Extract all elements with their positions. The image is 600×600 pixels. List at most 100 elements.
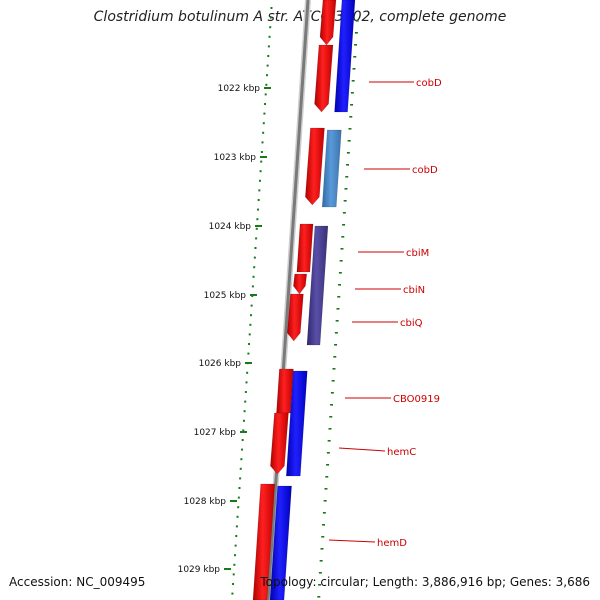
gc-dot xyxy=(258,179,261,182)
scale-tick xyxy=(245,362,252,364)
gc-dot xyxy=(265,74,268,77)
gc-dash xyxy=(334,344,338,346)
feature-block xyxy=(306,225,329,346)
gc-dash xyxy=(323,500,327,502)
gc-dash xyxy=(330,392,334,394)
gc-dash xyxy=(321,536,325,538)
gc-dot xyxy=(241,439,244,441)
gc-dot xyxy=(233,563,236,566)
gc-dot xyxy=(248,343,251,345)
gc-dash xyxy=(340,248,344,250)
gc-dash xyxy=(335,320,339,322)
gc-dash xyxy=(332,368,336,370)
gc-dot xyxy=(244,400,247,403)
gc-dot xyxy=(239,477,242,480)
gc-dot xyxy=(256,218,259,221)
gc-dash xyxy=(339,260,343,262)
gc-dash xyxy=(348,128,352,130)
gc-dot xyxy=(269,26,272,29)
gc-dash xyxy=(333,356,337,358)
gc-dash xyxy=(344,188,348,190)
scale-tick xyxy=(260,156,267,158)
gc-dash xyxy=(346,152,350,154)
gc-dash xyxy=(320,548,324,550)
feature-block xyxy=(314,44,334,113)
gc-dot xyxy=(239,467,242,470)
feature-block xyxy=(252,483,276,600)
topology-info: Topology: circular; Length: 3,886,916 bp… xyxy=(260,575,590,589)
gc-dash xyxy=(349,116,353,118)
gc-dash xyxy=(343,200,347,202)
feature-block xyxy=(319,0,337,46)
gc-dash xyxy=(330,404,334,406)
gc-dot xyxy=(262,122,265,125)
gc-dot xyxy=(269,16,272,19)
gc-dot xyxy=(245,381,248,384)
gene-label: hemC xyxy=(387,447,416,458)
gc-dot xyxy=(263,112,266,115)
gc-dot xyxy=(259,170,262,173)
gc-dash xyxy=(318,584,322,586)
gc-dash xyxy=(326,452,330,454)
gc-dot xyxy=(264,93,267,96)
scale-tick xyxy=(230,500,237,502)
gc-dot xyxy=(261,141,264,144)
gc-dot xyxy=(257,208,260,211)
gc-dot xyxy=(255,227,258,230)
scale-tick-label: 1024 kbp xyxy=(209,222,252,232)
gc-dot xyxy=(248,333,251,336)
gc-dash xyxy=(342,224,346,226)
feature-tracks xyxy=(252,0,356,600)
scale-tick-label: 1026 kbp xyxy=(199,359,242,369)
feature-block xyxy=(293,273,308,295)
gc-dot xyxy=(268,35,271,38)
scale-tick xyxy=(255,225,262,227)
gc-dot xyxy=(231,592,234,595)
gc-dash xyxy=(350,104,354,106)
gc-dot xyxy=(264,103,267,105)
gc-dash xyxy=(319,560,323,562)
gene-label-leader xyxy=(328,539,376,543)
gc-dash xyxy=(346,164,350,166)
gc-dash xyxy=(322,524,326,526)
gc-dot xyxy=(235,525,238,528)
gc-dot xyxy=(252,275,255,278)
gc-dot xyxy=(251,285,254,288)
gc-dot xyxy=(260,160,263,163)
gene-label: cbiQ xyxy=(400,318,423,329)
scale-tick xyxy=(264,87,271,89)
gc-dot xyxy=(237,496,240,499)
feature-block xyxy=(270,412,289,475)
gc-dash xyxy=(351,80,355,82)
gc-dot xyxy=(253,266,256,269)
gc-dash xyxy=(338,272,342,274)
gc-dot xyxy=(247,352,250,355)
gene-label: hemD xyxy=(377,538,407,549)
gc-dot xyxy=(254,247,257,249)
gc-dot xyxy=(232,583,235,585)
gc-dot xyxy=(244,391,247,393)
gc-dash xyxy=(325,476,329,478)
gc-content-track xyxy=(231,7,359,598)
gc-dash xyxy=(318,572,322,574)
gc-dot xyxy=(266,64,269,67)
gene-labels: cobD cobD cbiM cbiN cbiQ CBO0919 hemC hemD xyxy=(328,78,442,549)
scale-tick-label: 1028 kbp xyxy=(184,497,227,507)
gc-dash xyxy=(329,416,333,418)
gc-dot xyxy=(253,256,256,259)
feature-block xyxy=(296,223,314,273)
gc-dash xyxy=(336,308,340,310)
gc-dot xyxy=(267,45,270,48)
gc-dash xyxy=(328,428,332,430)
gc-dot xyxy=(249,314,252,317)
gene-label: cbiM xyxy=(406,248,429,259)
gc-dot xyxy=(242,429,245,432)
gc-dash xyxy=(347,140,351,142)
gc-dot xyxy=(240,458,243,461)
feature-block xyxy=(285,370,308,477)
scale-tick-label: 1025 kbp xyxy=(204,291,247,301)
gc-dash xyxy=(338,284,342,286)
gc-dot xyxy=(232,573,235,576)
scale-tick xyxy=(250,294,257,296)
gc-dot xyxy=(267,55,270,57)
